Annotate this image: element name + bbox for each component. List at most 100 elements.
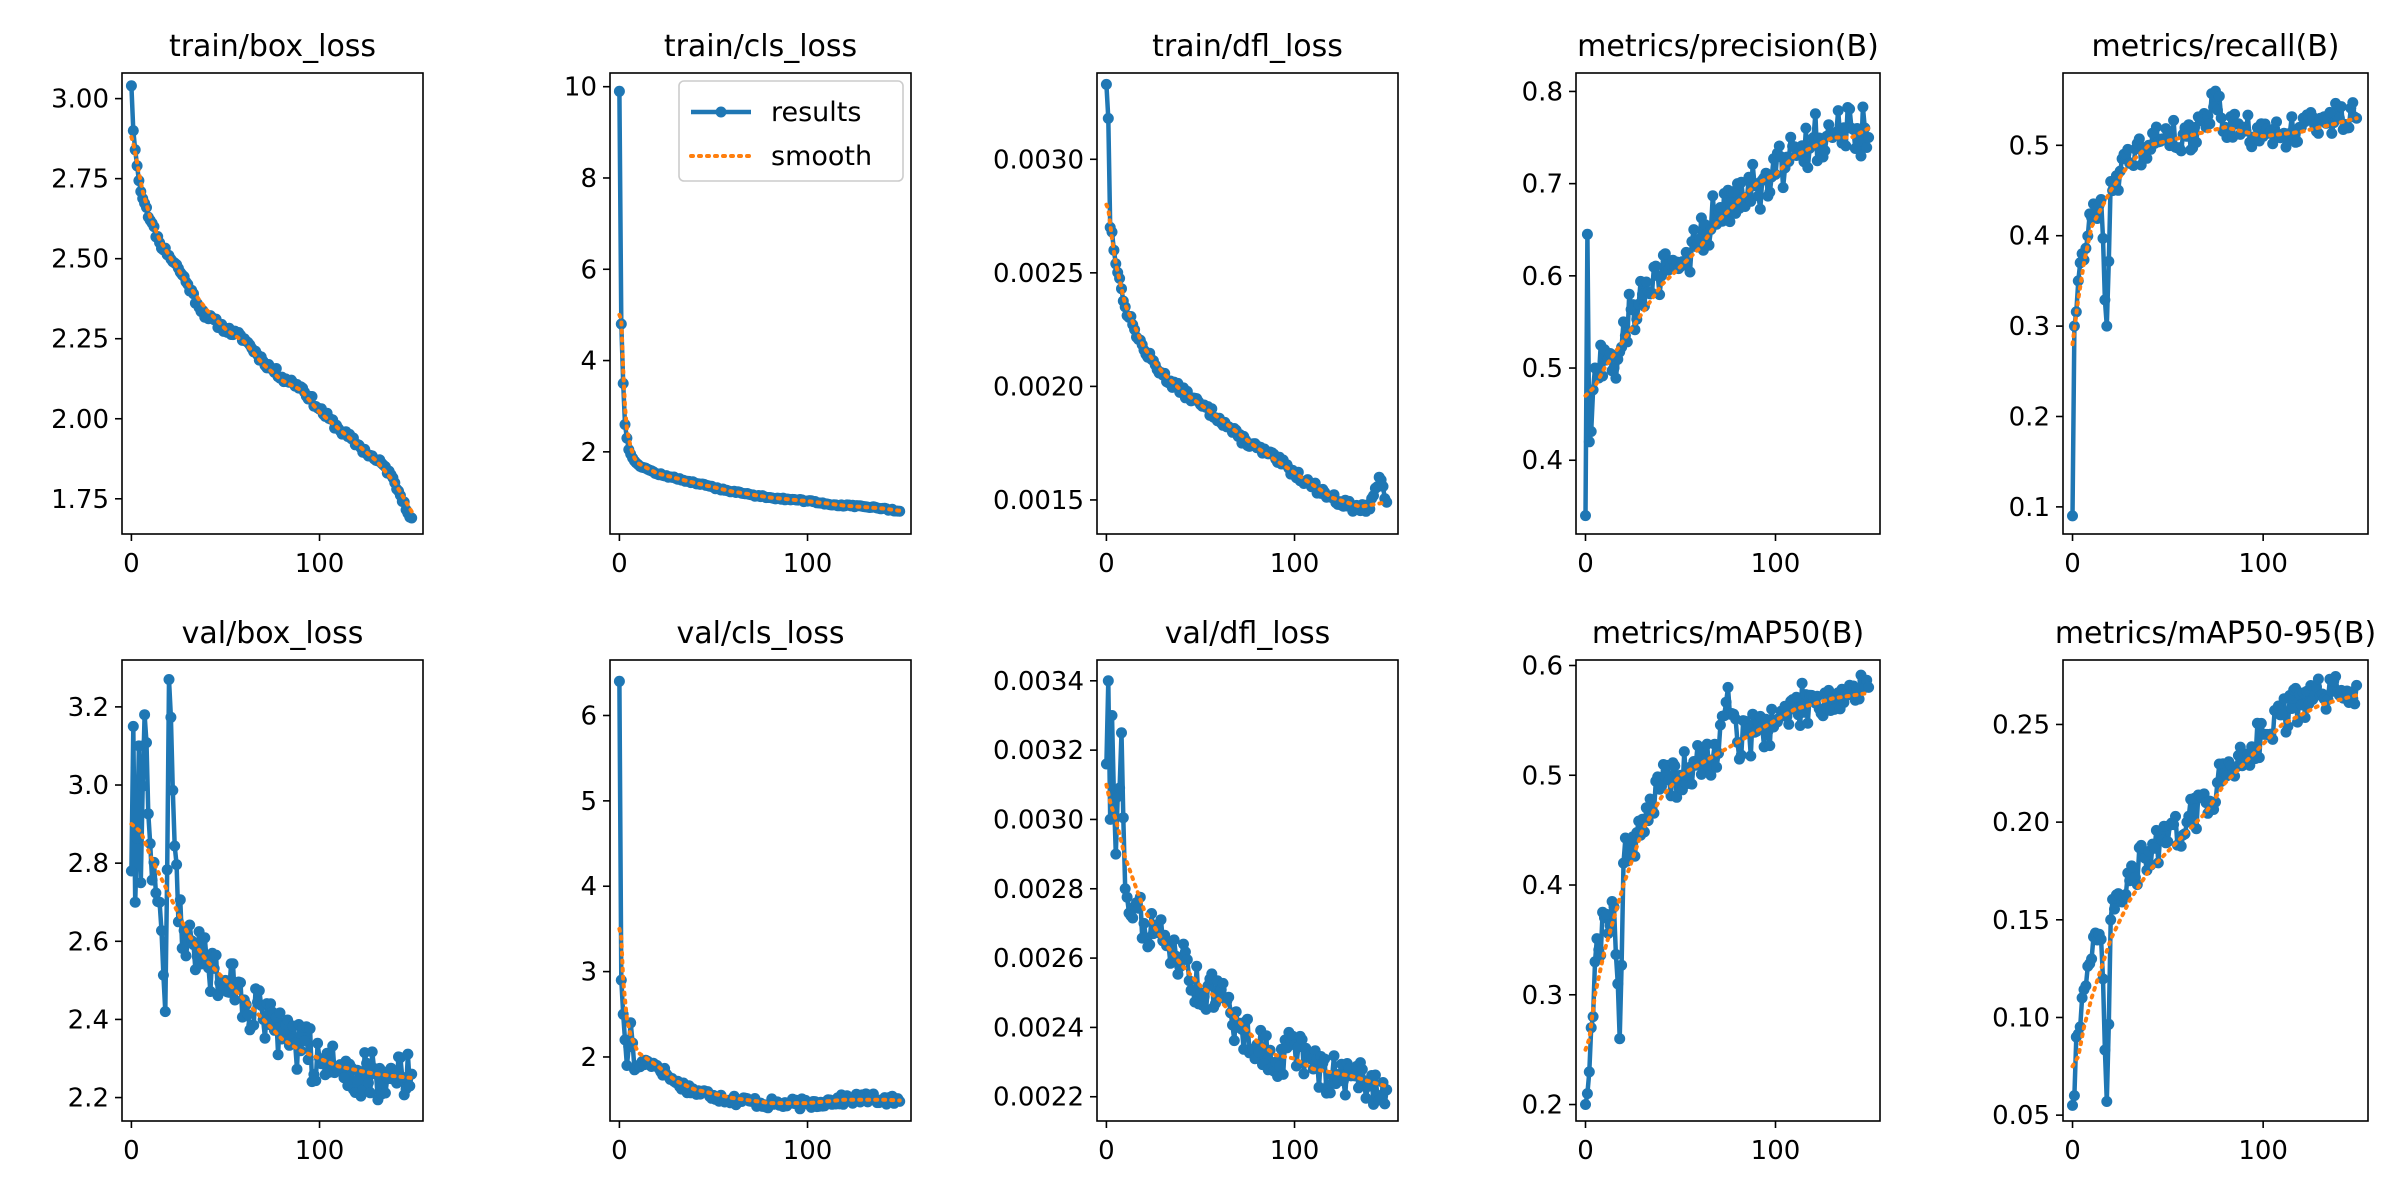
panel-metrics-precision-b-title: metrics/precision(B) [1577,29,1879,64]
panel-val-box-loss: val/box_loss 0 100 2.2 2.4 2.6 2.8 3.0 3.2 [68,616,424,1166]
panel-val-cls-loss-frame [609,659,912,1122]
panel-train-dfl-loss: train/dfl_loss 0 100 0.0015 0.0020 0.0025 0.00… [993,29,1399,579]
results-point [2101,1096,2113,1107]
results-point [137,780,149,792]
y-tick-label: 2 [580,1043,597,1073]
results-point [1183,975,1195,987]
results-point [2351,679,2363,691]
results-point [2141,152,2153,164]
panel-val-box-loss-smooth-line [129,822,414,1080]
y-tick-label: 0.0015 [993,486,1084,516]
results-point [1298,1068,1310,1080]
y-tick-label: 2.00 [51,405,109,435]
results-point [157,969,169,981]
panel-val-box-loss-results-markers [125,674,418,1106]
results-point [253,985,265,997]
panel-val-cls-loss-results-markers [613,675,906,1115]
results-point [1144,939,1156,951]
results-point [1754,203,1766,215]
results-point [2335,101,2347,113]
results-point [1764,186,1776,198]
results-point [1116,283,1127,295]
results-point [165,711,177,723]
y-tick-label: 2 [580,438,597,468]
results-point [402,1048,414,1060]
results-point [2312,673,2324,685]
results-point [127,720,139,732]
panel-metrics-precision-b-frame [1575,72,1881,535]
y-tick-label: 0.3 [2009,312,2050,342]
results-point [1752,190,1764,202]
x-tick-label: 0 [123,549,140,579]
results-point [1790,691,1802,703]
panel-metrics-precision-b-plot-area [1580,101,1875,522]
y-tick-label: 0.1 [2009,493,2050,523]
panel-val-dfl-loss-title: val/dfl_loss [1165,616,1330,651]
y-tick-label: 0.0026 [993,944,1084,974]
results-point [1119,883,1131,895]
panel-val-cls-loss-title: val/cls_loss [677,616,845,651]
y-tick-label: 0.7 [1522,170,1563,200]
results-point [1714,202,1726,213]
results-point [163,674,175,685]
panel-metrics-map50-95-b-results-markers [2067,671,2363,1111]
results-point [2120,889,2132,900]
results-point [125,865,137,877]
results-point [1623,288,1635,300]
results-point [1581,228,1593,240]
panel-metrics-map50-b-smooth-line [1583,690,1871,1052]
panel-train-dfl-loss-smooth-line [1104,202,1389,509]
y-tick-label: 2.75 [51,165,109,195]
results-point [142,808,154,820]
x-tick-label: 100 [783,1136,833,1166]
legend: results smooth [678,80,904,182]
results-point [1616,959,1628,971]
results-point [291,1063,303,1075]
panel-val-box-loss-plot-area [125,674,418,1106]
y-tick-label: 1.75 [51,485,109,515]
results-point [1253,1046,1265,1058]
results-point [1612,978,1624,990]
y-tick-label: 0.2 [2009,402,2050,432]
y-tick-label: 0.0030 [993,145,1084,175]
y-tick-label: 0.0025 [993,259,1084,289]
results-point [2326,127,2338,139]
results-point [2292,136,2303,148]
results-point [1743,171,1755,183]
results-point [1844,103,1856,115]
results-point [2086,953,2098,965]
results-point [1798,706,1810,718]
panel-metrics-recall-b: metrics/recall(B) 0 100 0.1 0.2 0.3 0.4 0.5 [2009,29,2369,579]
x-tick-label: 100 [1751,549,1801,579]
y-tick-label: 0.0024 [993,1013,1084,1043]
results-point [1711,761,1723,773]
results-point [1132,902,1144,914]
results-point [1296,1034,1308,1045]
results-point [125,80,137,92]
results-point [2135,839,2147,851]
results-point [1360,1092,1372,1104]
results-point [2229,108,2241,120]
y-tick-label: 0.5 [1522,761,1563,791]
results-point [2343,122,2355,134]
results-point [1785,131,1797,143]
results-point [1747,158,1759,170]
results-point [1117,812,1129,824]
y-tick-label: 0.0020 [993,372,1084,402]
results-point [1766,703,1778,715]
results-point [2103,1018,2115,1030]
y-tick-label: 0.4 [1522,446,1563,476]
results-point [613,675,625,687]
y-tick-label: 0.0030 [993,805,1084,835]
results-point [2276,709,2288,721]
results-point [1112,791,1124,803]
panel-metrics-recall-b-results-markers [2067,85,2363,522]
panel-val-cls-loss: val/cls_loss 0 100 2 3 4 5 6 [580,616,912,1166]
results-point [1714,719,1726,731]
results-point [127,125,139,137]
panel-train-cls-loss-smooth-line [617,312,902,513]
panel-val-cls-loss-plot-area [613,675,906,1115]
results-point [154,896,166,908]
results-point [265,998,277,1010]
y-tick-label: 4 [580,347,597,377]
